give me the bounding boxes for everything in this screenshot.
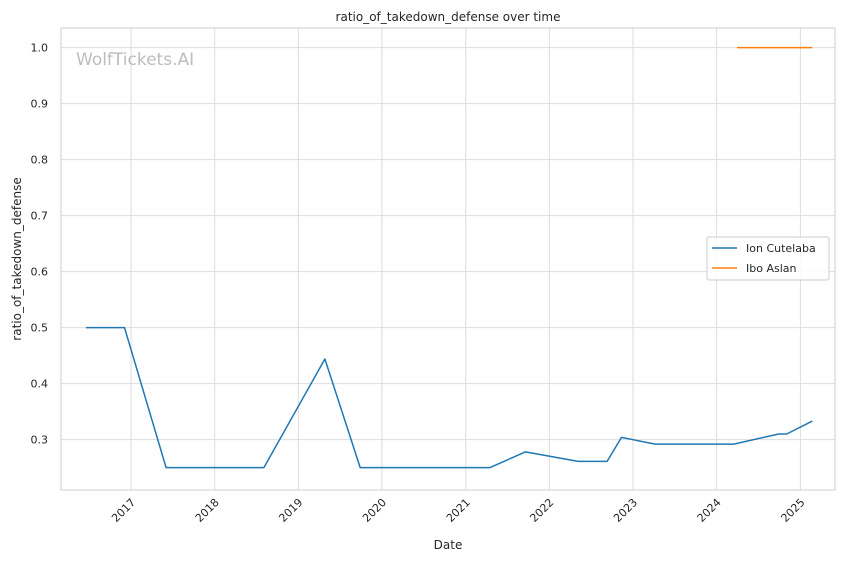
x-axis-title: Date — [434, 538, 463, 552]
legend-label-ion-cutelaba: Ion Cutelaba — [746, 242, 816, 255]
series-lines — [86, 46, 813, 469]
y-tick-label: 0.4 — [31, 378, 49, 391]
x-tick-label: 2023 — [611, 496, 640, 525]
x-tick-label: 2020 — [360, 496, 389, 525]
y-tick-label: 0.5 — [31, 322, 49, 335]
y-axis-ticks: 0.3 0.4 0.5 0.6 0.7 0.8 0.9 1.0 — [31, 42, 49, 447]
watermark-text: WolfTickets.AI — [76, 50, 194, 70]
y-tick-label: 1.0 — [31, 42, 49, 55]
chart-title: ratio_of_takedown_defense over time — [336, 10, 561, 24]
x-tick-label: 2018 — [193, 496, 222, 525]
grid-lines — [61, 28, 835, 490]
legend: Ion Cutelaba Ibo Aslan — [706, 236, 830, 281]
y-tick-label: 0.8 — [31, 154, 49, 167]
legend-label-ibo-aslan: Ibo Aslan — [746, 262, 797, 275]
x-tick-label: 2019 — [276, 496, 305, 525]
y-tick-label: 0.3 — [31, 434, 49, 447]
x-tick-label: 2017 — [109, 496, 138, 525]
y-axis-title: ratio_of_takedown_defense — [10, 177, 24, 340]
series-line-ion-cutelaba — [86, 326, 813, 469]
plot-area-border — [60, 27, 836, 491]
x-axis-ticks: 2017 2018 2019 2020 2021 2022 2023 2024 2025 — [109, 496, 807, 525]
x-tick-label: 2025 — [779, 496, 808, 525]
y-tick-label: 0.7 — [31, 210, 49, 223]
y-tick-label: 0.9 — [31, 98, 49, 111]
y-tick-label: 0.6 — [31, 266, 49, 279]
legend-box — [706, 236, 830, 281]
x-tick-label: 2024 — [695, 496, 724, 525]
x-tick-label: 2021 — [444, 496, 473, 525]
x-tick-label: 2022 — [527, 496, 556, 525]
